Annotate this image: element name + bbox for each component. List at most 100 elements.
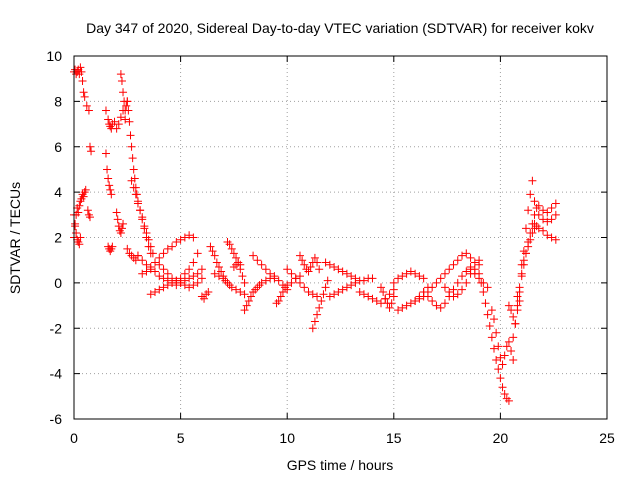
data-point — [119, 88, 128, 97]
data-point — [481, 299, 490, 308]
data-point — [368, 294, 377, 303]
data-point — [119, 219, 128, 228]
y-axis-label: SDTVAR / TECUs — [7, 182, 23, 294]
data-point — [117, 224, 126, 233]
y-axis-tick-labels: -6 -4 -2 0 2 4 6 8 10 — [46, 48, 62, 427]
data-point — [242, 301, 251, 310]
series-arc-08 — [101, 149, 116, 199]
data-point — [517, 272, 526, 281]
data-point — [317, 297, 326, 306]
data-point — [551, 199, 560, 208]
y-tick-label: -2 — [50, 320, 63, 336]
data-point — [511, 319, 520, 328]
data-point — [487, 333, 496, 342]
data-point — [116, 228, 125, 237]
data-point — [133, 199, 142, 208]
data-point — [389, 285, 398, 294]
data-point — [498, 383, 507, 392]
data-point — [515, 297, 524, 306]
data-point — [500, 351, 509, 360]
data-point — [80, 92, 89, 101]
data-point — [428, 283, 437, 292]
data-point — [528, 176, 537, 185]
data-point — [347, 281, 356, 290]
x-tick-label: 0 — [70, 430, 78, 446]
data-point — [232, 253, 241, 262]
data-point — [524, 242, 533, 251]
data-point — [155, 272, 164, 281]
data-point — [163, 281, 172, 290]
data-point — [313, 292, 322, 301]
series-arc-47 — [534, 210, 560, 226]
data-point — [521, 224, 530, 233]
data-point — [539, 226, 548, 235]
data-point — [246, 292, 255, 301]
data-point — [458, 251, 467, 260]
data-point — [470, 258, 479, 267]
data-point — [313, 258, 322, 267]
data-point — [310, 253, 319, 262]
y-tick-label: 2 — [54, 230, 62, 246]
series-arc-17 — [155, 260, 206, 292]
data-point — [185, 274, 194, 283]
data-point — [85, 213, 94, 222]
data-point — [151, 267, 160, 276]
data-point — [125, 117, 134, 126]
data-point — [113, 215, 122, 224]
data-point — [210, 269, 219, 278]
data-point — [310, 317, 319, 326]
data-point — [504, 337, 513, 346]
data-point — [298, 256, 307, 265]
data-point — [419, 287, 428, 296]
data-point — [197, 265, 206, 274]
data-point — [108, 242, 117, 251]
data-point — [432, 301, 441, 310]
data-point — [436, 274, 445, 283]
series-arc-45 — [530, 197, 560, 217]
data-point — [127, 142, 136, 151]
data-point — [117, 76, 126, 85]
data-point — [176, 235, 185, 244]
data-point — [519, 256, 528, 265]
data-point — [526, 190, 535, 199]
data-point — [219, 274, 228, 283]
data-point — [283, 265, 292, 274]
data-point — [534, 224, 543, 233]
data-point — [240, 290, 249, 299]
data-point — [490, 344, 499, 353]
data-point — [487, 306, 496, 315]
x-tick-label: 15 — [386, 430, 402, 446]
data-point — [547, 204, 556, 213]
grid — [74, 56, 607, 419]
chart-title: Day 347 of 2020, Sidereal Day-to-day VTE… — [86, 20, 594, 36]
data-point — [509, 312, 518, 321]
data-point — [116, 113, 125, 122]
data-point — [227, 283, 236, 292]
data-point — [212, 258, 221, 267]
data-point — [103, 165, 112, 174]
data-point — [295, 251, 304, 260]
data-point — [112, 208, 121, 217]
data-point — [379, 287, 388, 296]
data-point — [415, 294, 424, 303]
series-arc-12 — [127, 176, 157, 258]
data-point — [274, 297, 283, 306]
data-point — [180, 281, 189, 290]
data-point — [159, 274, 168, 283]
data-point — [406, 267, 415, 276]
data-point — [453, 290, 462, 299]
data-point — [534, 210, 543, 219]
data-point — [138, 256, 147, 265]
data-point — [355, 287, 364, 296]
data-point — [261, 276, 270, 285]
y-tick-label: 6 — [54, 139, 62, 155]
data-point — [287, 278, 296, 287]
plot-frame — [73, 55, 608, 420]
data-point — [342, 269, 351, 278]
data-point — [530, 197, 539, 206]
data-point — [462, 267, 471, 276]
data-point — [530, 219, 539, 228]
data-point — [144, 235, 153, 244]
data-point — [551, 235, 560, 244]
